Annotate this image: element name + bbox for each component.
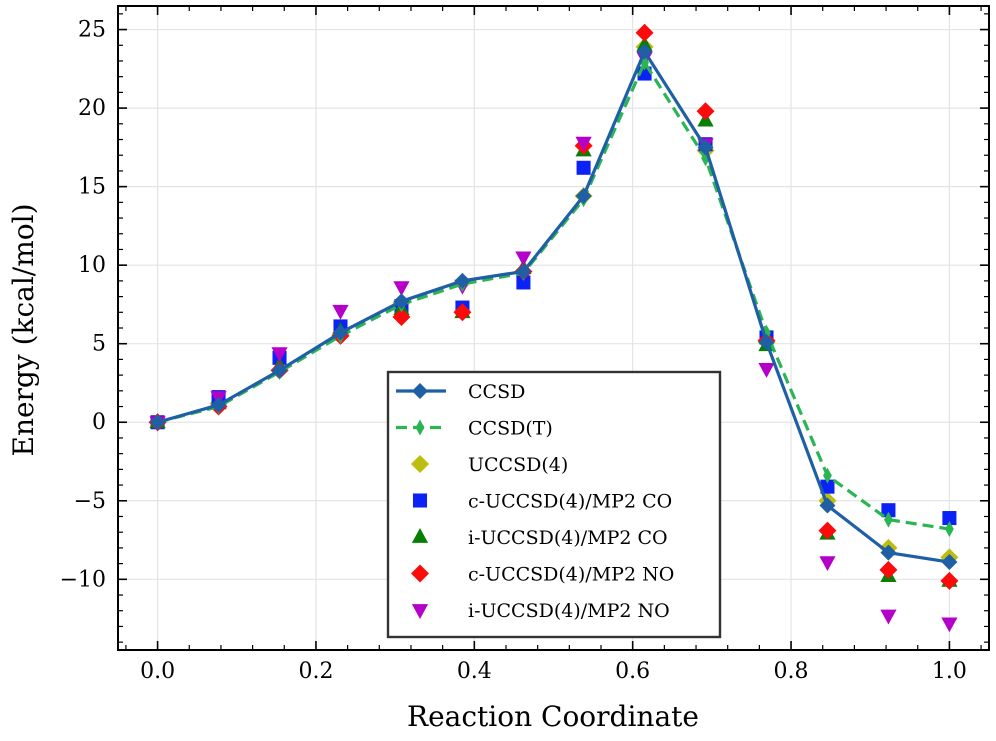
data-point [210, 396, 227, 413]
data-point [636, 43, 653, 60]
legend: CCSD CCSD(T) UCCSD(4) c-UCCSD(4)/MP2 CO i-UC… [386, 370, 722, 639]
data-point [332, 304, 349, 320]
data-point [884, 511, 893, 528]
series-group [148, 23, 959, 633]
y-axis-label: Energy (kcal/mol) [7, 203, 40, 456]
data-point [823, 467, 832, 484]
legend-label: c-UCCSD(4)/MP2 CO [468, 491, 672, 513]
data-point [635, 23, 654, 42]
series-line [157, 49, 950, 564]
data-point [515, 251, 532, 267]
data-point [575, 188, 592, 205]
legend-box [386, 370, 722, 639]
legend-entry: CCSD(T) [396, 418, 553, 440]
data-point [392, 308, 411, 327]
data-point [149, 414, 166, 431]
grid [118, 6, 989, 650]
legend-label: CCSD(T) [468, 418, 553, 440]
data-point [453, 303, 472, 322]
data-point [393, 281, 410, 297]
series-i-UCCSD(4)/MP2 NO [149, 51, 958, 633]
data-point [941, 617, 958, 633]
data-point [758, 334, 775, 351]
y-tick-label: 15 [78, 175, 106, 200]
data-point [940, 571, 959, 590]
data-point [879, 560, 898, 579]
data-point [271, 347, 288, 363]
legend-label: c-UCCSD(4)/MP2 NO [468, 564, 674, 586]
y-tick-label: −5 [74, 489, 106, 514]
legend-entry: i-UCCSD(4)/MP2 CO [411, 527, 668, 549]
data-point [696, 102, 715, 121]
y-tick-label: 10 [78, 253, 106, 278]
data-point [411, 455, 429, 473]
data-point [412, 493, 428, 508]
y-tick-label: 20 [78, 96, 106, 121]
data-point [820, 479, 835, 494]
x-tick-label: 0.6 [615, 659, 650, 684]
legend-entry: UCCSD(4) [411, 454, 568, 476]
x-tick-label: 0.2 [298, 659, 333, 684]
data-point [818, 521, 837, 540]
y-tick-label: −10 [60, 567, 106, 592]
y-tick-label: 25 [78, 18, 106, 43]
legend-label: UCCSD(4) [468, 454, 568, 476]
y-tick-label: 0 [92, 410, 106, 435]
data-point [411, 528, 429, 543]
legend-label: i-UCCSD(4)/MP2 NO [468, 600, 670, 622]
data-point [575, 136, 592, 152]
data-point [411, 604, 429, 619]
data-point [758, 362, 775, 378]
data-point [942, 511, 957, 526]
x-tick-label: 0.8 [774, 659, 809, 684]
legend-entry: CCSD [396, 381, 525, 403]
data-point [516, 275, 531, 290]
data-point [393, 293, 410, 310]
data-point [412, 383, 428, 399]
x-tick-label: 1.0 [932, 659, 967, 684]
data-point [819, 497, 836, 514]
y-tick-label: 5 [92, 332, 106, 357]
data-point [945, 521, 954, 538]
x-tick-label: 0.4 [457, 659, 492, 684]
legend-label: CCSD [468, 381, 525, 403]
data-point [881, 503, 896, 518]
data-point [697, 139, 714, 156]
data-point [819, 556, 836, 572]
legend-entry: i-UCCSD(4)/MP2 NO [411, 600, 670, 622]
data-point [271, 362, 288, 379]
legend-entry: c-UCCSD(4)/MP2 NO [411, 564, 674, 586]
data-point [515, 263, 532, 280]
axes: 0.0 0.2 0.4 0.6 0.8 1.0 −10 −5 0 5 10 15 20 25 [60, 5, 990, 684]
series-CCSD [149, 43, 958, 571]
data-point [332, 324, 349, 341]
data-point [880, 609, 897, 625]
data-point [415, 419, 425, 436]
data-point [411, 564, 429, 583]
x-tick-label: 0.0 [140, 659, 175, 684]
data-point [454, 272, 471, 289]
data-point [941, 554, 958, 571]
x-axis-label: Reaction Coordinate [407, 700, 699, 733]
data-point [880, 544, 897, 561]
legend-entry: c-UCCSD(4)/MP2 CO [412, 491, 672, 513]
legend-label: i-UCCSD(4)/MP2 CO [468, 527, 668, 549]
data-point [576, 160, 591, 175]
